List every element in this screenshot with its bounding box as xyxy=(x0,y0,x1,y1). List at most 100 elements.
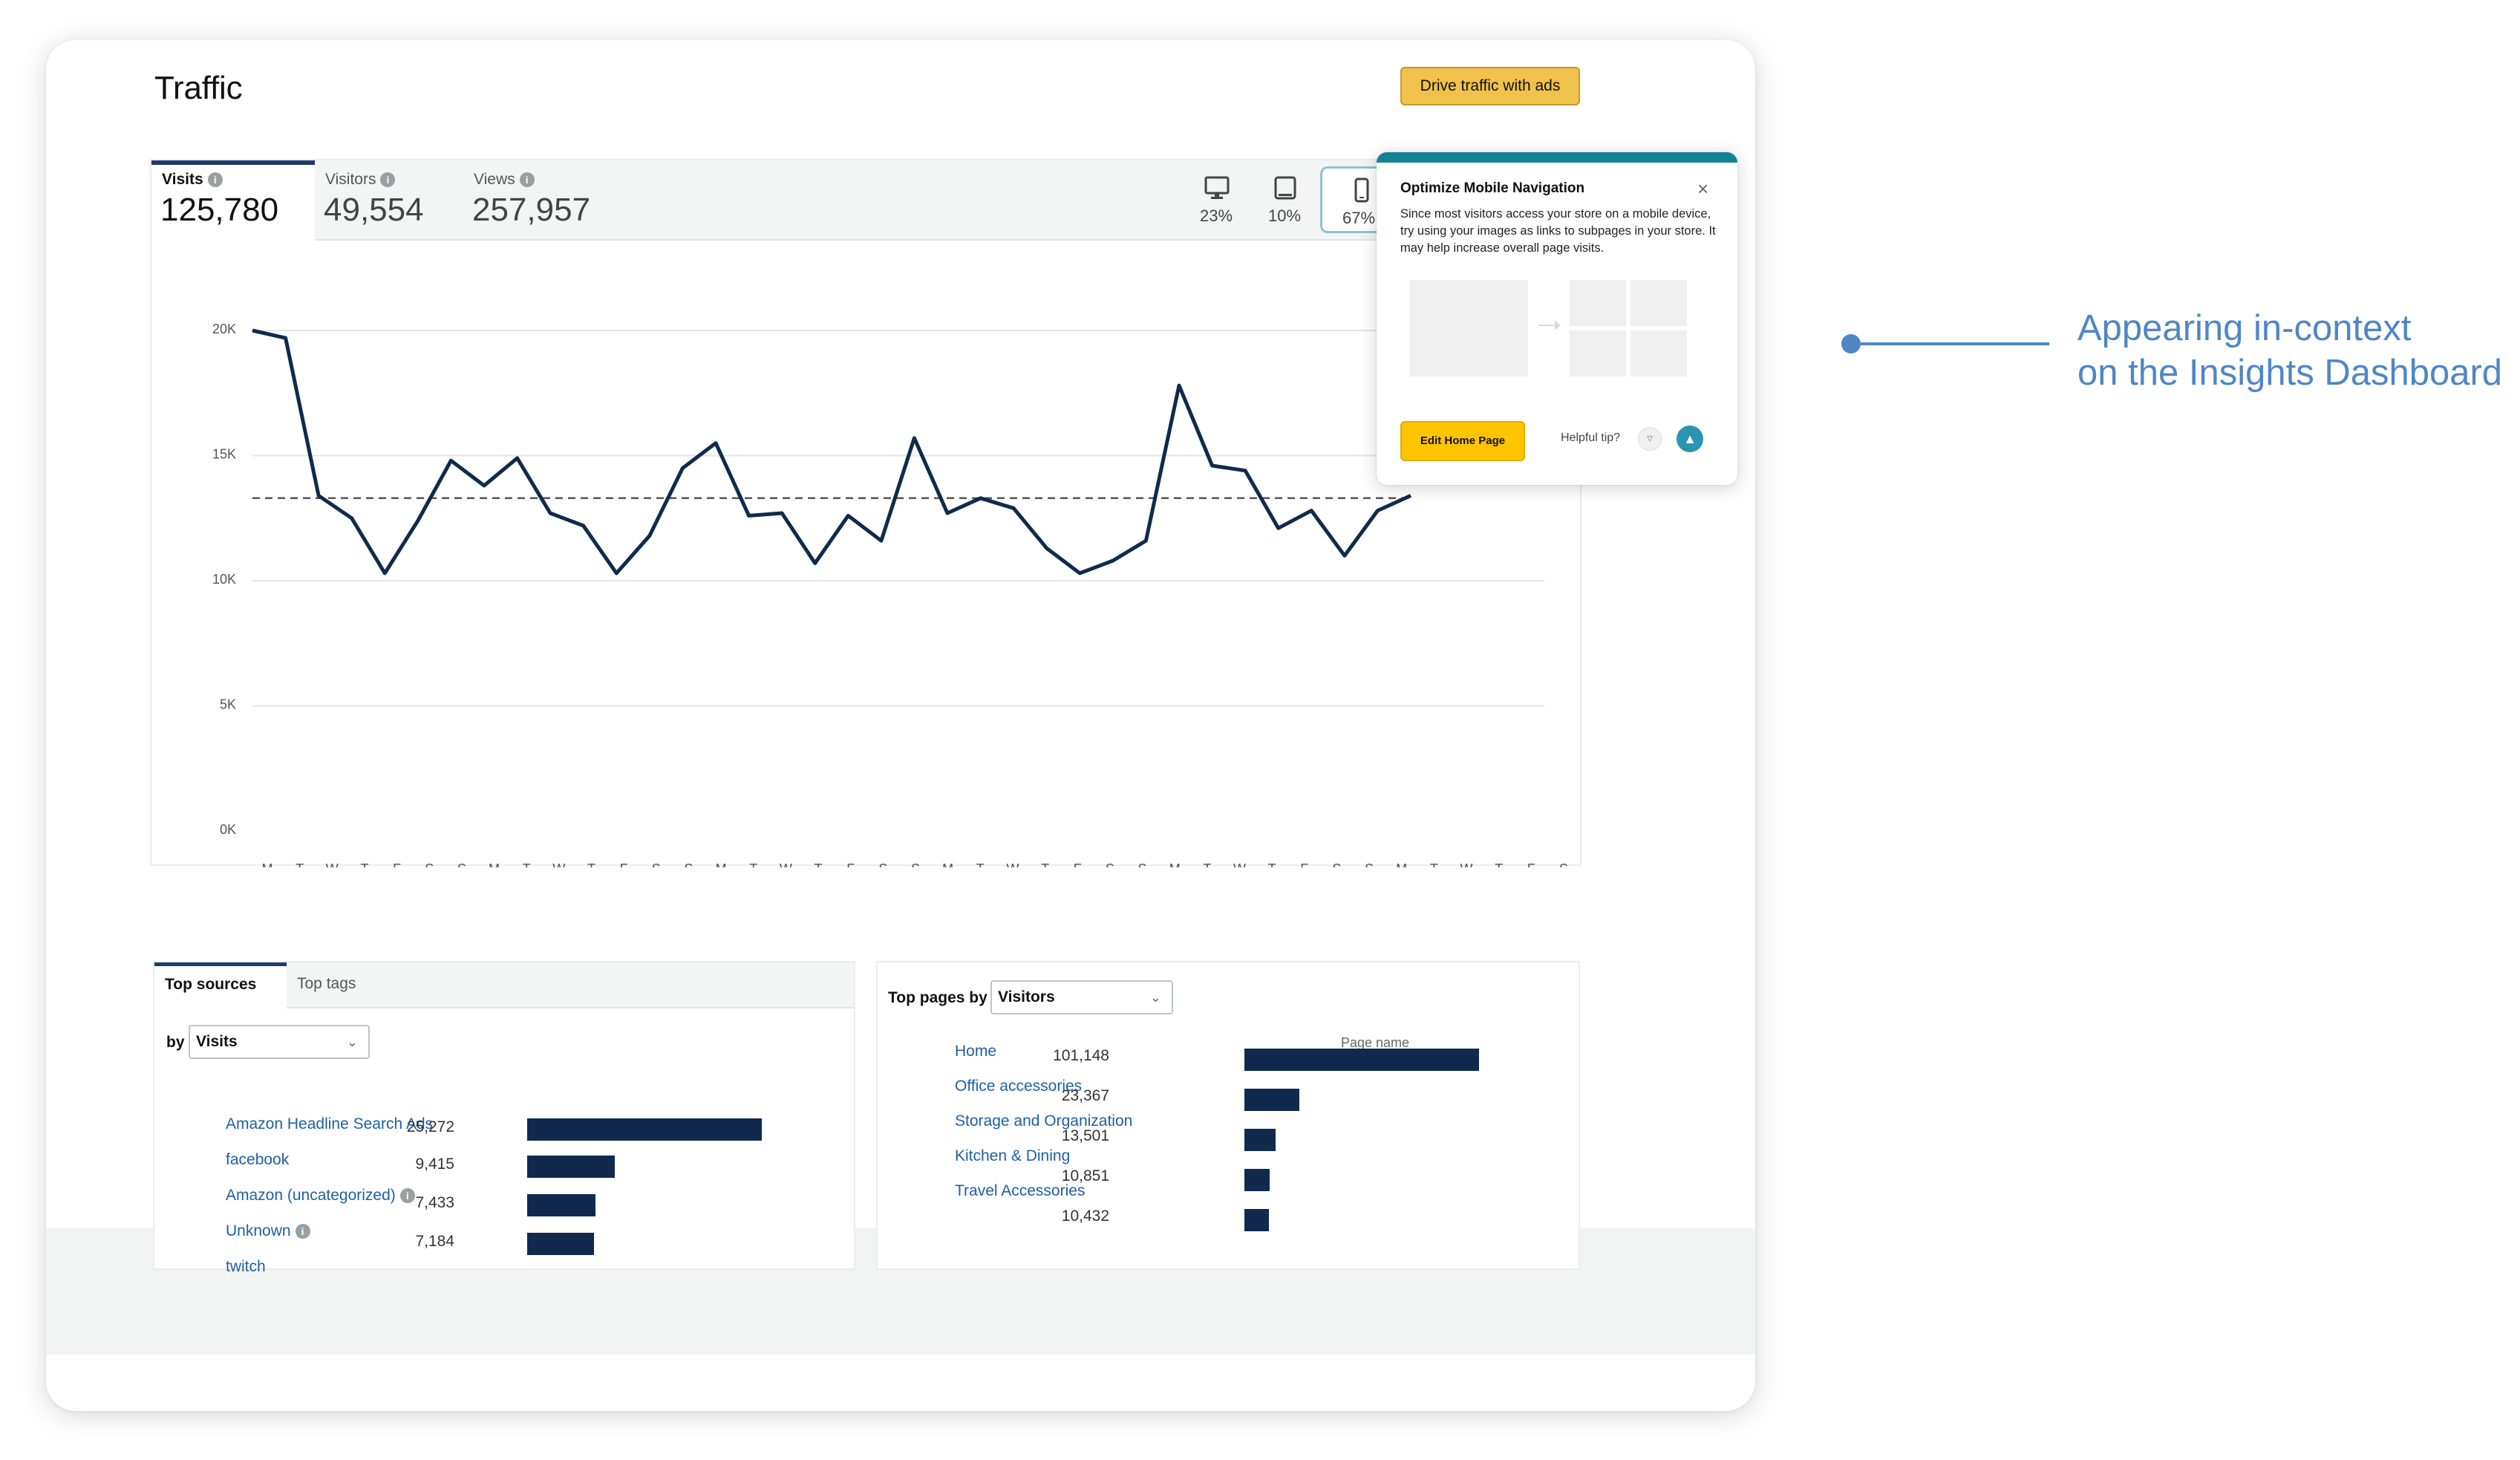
x-tick-label: T xyxy=(1268,861,1276,867)
metric-value: 125,780 xyxy=(160,192,279,228)
x-tick-label: F xyxy=(393,861,401,867)
source-value: 9,415 xyxy=(415,1156,454,1173)
x-tick-label: T xyxy=(523,861,531,867)
top-sources-panel: Top sources Top tags by Visits ⌄ Amazon … xyxy=(153,961,855,1275)
page-link[interactable]: Storage and Organization xyxy=(955,1112,1133,1130)
x-tick-label: F xyxy=(620,861,628,867)
page-link[interactable]: Kitchen & Dining xyxy=(955,1147,1071,1164)
drive-traffic-button[interactable]: Drive traffic with ads xyxy=(1400,67,1580,105)
edit-home-page-button[interactable]: Edit Home Page xyxy=(1400,421,1525,461)
info-icon[interactable]: i xyxy=(399,1188,415,1203)
x-tick-label: S xyxy=(684,861,693,867)
source-value: 7,433 xyxy=(415,1194,454,1211)
x-tick-label: F xyxy=(1300,861,1308,867)
tip-illustration-tile xyxy=(1631,280,1687,326)
page-bar xyxy=(1244,1209,1269,1231)
page-title: Traffic xyxy=(154,70,243,106)
source-link[interactable]: facebook xyxy=(226,1151,290,1168)
x-tick-label: T xyxy=(1430,861,1438,867)
tab-top-sources[interactable]: Top sources xyxy=(154,962,287,1008)
page-value: 10,432 xyxy=(1061,1208,1109,1225)
x-tick-label: W xyxy=(326,861,339,867)
device-tablet[interactable]: 10% xyxy=(1246,166,1323,233)
tab-top-tags[interactable]: Top tags xyxy=(297,975,356,992)
y-tick-label: 5K xyxy=(220,697,236,712)
source-bar xyxy=(527,1156,615,1178)
thumbs-down-icon[interactable]: ▿ xyxy=(1638,427,1662,451)
sources-metric-select[interactable]: Visits ⌄ xyxy=(189,1025,370,1059)
page-bar xyxy=(1244,1169,1270,1191)
page-link[interactable]: Home xyxy=(955,1043,997,1060)
x-tick-label: F xyxy=(846,861,855,867)
x-tick-label: W xyxy=(1233,861,1246,867)
source-link-label: Unknown xyxy=(226,1222,291,1239)
thumbs-up-icon[interactable]: ▲ xyxy=(1677,426,1703,452)
info-icon[interactable]: i xyxy=(519,172,535,187)
desktop-icon xyxy=(1204,176,1230,199)
x-tick-label: T xyxy=(587,861,595,867)
metric-tab-visitors[interactable]: Visitors i 49,554 xyxy=(315,160,463,241)
page-bar xyxy=(1244,1129,1276,1151)
page-value: 101,148 xyxy=(1053,1047,1109,1064)
annotation-dot xyxy=(1841,334,1861,353)
pages-metric-select[interactable]: Visitors ⌄ xyxy=(990,980,1173,1014)
page-value: 23,367 xyxy=(1061,1087,1109,1104)
metric-label: Views xyxy=(474,171,515,188)
metrics-row: Visits i 125,780 Visitors i 49,554 Views i … xyxy=(151,160,1423,241)
source-link[interactable]: twitch xyxy=(226,1258,266,1275)
y-tick-label: 20K xyxy=(212,322,236,336)
x-tick-label: M xyxy=(1169,861,1181,867)
page-value: 10,851 xyxy=(1061,1167,1109,1184)
x-tick-label: W xyxy=(1006,861,1019,867)
x-tick-label: T xyxy=(815,861,823,867)
info-icon[interactable]: i xyxy=(207,172,223,187)
source-link[interactable]: Amazon (uncategorized) i xyxy=(226,1187,415,1205)
metric-label: Visits xyxy=(162,171,203,188)
x-tick-label: T xyxy=(749,861,757,867)
y-tick-label: 0K xyxy=(220,822,236,837)
select-value: Visits xyxy=(196,1033,238,1050)
y-tick-label: 15K xyxy=(212,447,236,462)
metric-tab-views[interactable]: Views i 257,957 xyxy=(463,160,612,241)
metric-label: Visitors xyxy=(325,171,376,188)
x-tick-label: F xyxy=(1074,861,1082,867)
tip-accent-bar xyxy=(1377,152,1737,163)
info-icon[interactable]: i xyxy=(380,172,396,187)
annotation-line-2: on the Insights Dashboard xyxy=(2077,353,2503,393)
source-bar xyxy=(527,1194,595,1216)
helpful-tip-label: Helpful tip? xyxy=(1561,431,1621,444)
arrow-right-icon-head xyxy=(1555,320,1561,330)
x-tick-label: M xyxy=(716,861,727,867)
info-icon[interactable]: i xyxy=(295,1224,310,1239)
x-tick-label: S xyxy=(1106,861,1114,867)
source-link[interactable]: Unknown i xyxy=(226,1222,310,1240)
chevron-down-icon: ⌄ xyxy=(1149,990,1161,1005)
x-tick-label: M xyxy=(942,861,953,867)
page-link[interactable]: Travel Accessories xyxy=(955,1182,1086,1199)
close-icon[interactable]: × xyxy=(1697,177,1709,200)
x-tick-label: T xyxy=(976,861,985,867)
annotation-text: Appearing in-context on the Insights Das… xyxy=(2077,306,2520,395)
source-link[interactable]: Amazon Headline Search Ads xyxy=(226,1115,433,1133)
page-bar xyxy=(1244,1049,1479,1071)
device-desktop[interactable]: 23% xyxy=(1178,166,1255,233)
sources-by-label: by xyxy=(166,1034,185,1051)
source-link-label: Amazon (uncategorized) xyxy=(226,1187,396,1204)
x-tick-label: M xyxy=(262,861,273,867)
x-tick-label: S xyxy=(1138,861,1147,867)
x-tick-label: W xyxy=(780,861,792,867)
pages-by-label: Top pages by xyxy=(888,989,988,1006)
mobile-icon xyxy=(1354,177,1369,203)
x-tick-label: S xyxy=(457,861,466,867)
x-tick-label: S xyxy=(911,861,920,867)
page-link[interactable]: Office accessories xyxy=(955,1078,1083,1095)
x-tick-label: M xyxy=(489,861,500,867)
tablet-icon xyxy=(1274,176,1296,200)
tip-illustration-tile xyxy=(1631,330,1687,377)
series-line xyxy=(252,328,1412,576)
x-tick-label: W xyxy=(552,861,565,867)
chevron-down-icon: ⌄ xyxy=(346,1034,358,1049)
page-name-column-title: Page name xyxy=(1341,1035,1410,1050)
page-value: 13,501 xyxy=(1061,1127,1109,1144)
metric-tab-visits[interactable]: Visits i 125,780 xyxy=(151,160,315,241)
